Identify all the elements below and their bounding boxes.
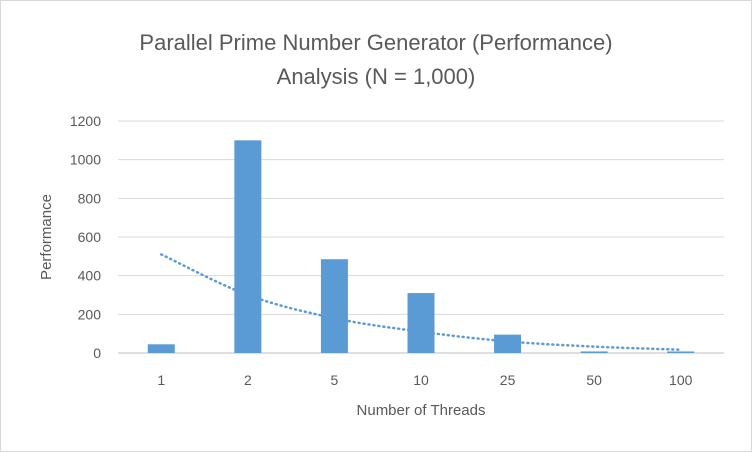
trendline-group bbox=[160, 253, 682, 351]
bar-25 bbox=[494, 334, 522, 353]
bar-10 bbox=[407, 293, 435, 353]
bar-1 bbox=[147, 344, 175, 353]
y-tick-label: 1000 bbox=[70, 152, 101, 168]
chart-title-line-1: Parallel Prime Number Generator (Perform… bbox=[139, 30, 612, 55]
x-tick-label: 1 bbox=[157, 372, 165, 388]
bar-5 bbox=[320, 259, 348, 353]
x-tick-label: 10 bbox=[413, 372, 429, 388]
x-tick-label: 25 bbox=[500, 372, 516, 388]
bar-50 bbox=[580, 351, 608, 353]
trendline bbox=[160, 253, 682, 351]
y-axis-label: Performance bbox=[38, 194, 55, 280]
gridlines bbox=[118, 120, 724, 354]
y-tick-label: 600 bbox=[78, 229, 102, 245]
x-tick-label: 5 bbox=[331, 372, 339, 388]
x-tick-label: 2 bbox=[244, 372, 252, 388]
y-tick-label: 0 bbox=[93, 345, 101, 361]
y-tick-label: 800 bbox=[78, 190, 102, 206]
y-tick-label: 1200 bbox=[70, 113, 101, 129]
y-axis-ticks: 0 200 400 600 800 1000 1200 bbox=[70, 113, 101, 361]
bar-100 bbox=[667, 351, 695, 353]
x-tick-label: 100 bbox=[669, 372, 693, 388]
x-axis-ticks: 1 2 5 10 25 50 100 bbox=[157, 372, 692, 388]
chart-title-line-2: Analysis (N = 1,000) bbox=[277, 64, 476, 89]
x-tick-label: 50 bbox=[586, 372, 602, 388]
bars bbox=[147, 140, 695, 353]
y-tick-label: 200 bbox=[78, 306, 102, 322]
x-axis-label: Number of Threads bbox=[357, 402, 486, 419]
bar-2 bbox=[234, 140, 262, 353]
y-tick-label: 400 bbox=[78, 268, 102, 284]
